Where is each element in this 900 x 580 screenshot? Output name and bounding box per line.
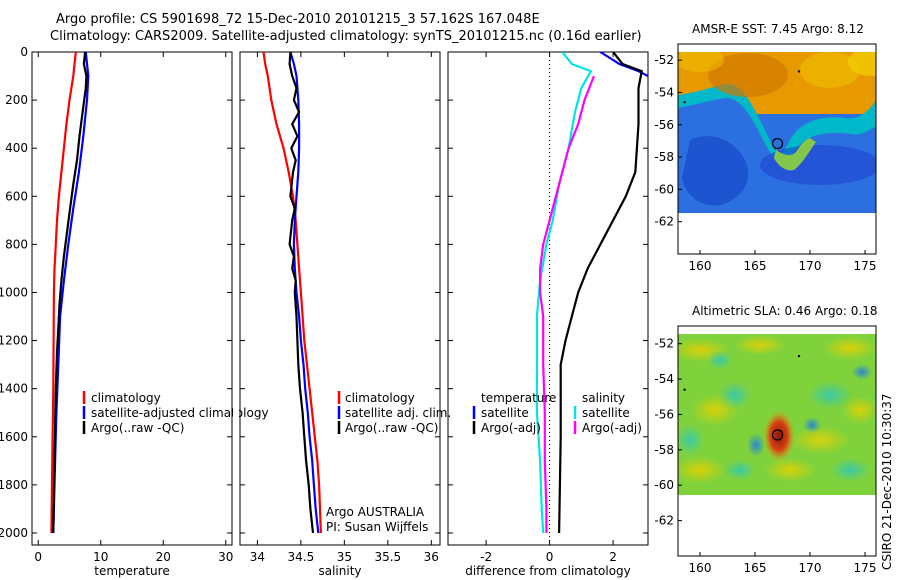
legend-label-sal-argo: Argo(-adj) xyxy=(582,421,642,435)
map-y-tick-label: -52 xyxy=(654,53,674,67)
x-tick-label: 36 xyxy=(424,550,439,564)
series-line-difference-1 xyxy=(558,52,643,534)
x-tick-label: 20 xyxy=(156,550,171,564)
salinity-axes xyxy=(239,51,441,546)
y-tick-label: 200 xyxy=(5,93,28,107)
map-x-tick-label: 160 xyxy=(689,561,712,575)
series-line-difference-0 xyxy=(599,52,648,77)
credit-timestamp: CSIRO 21-Dec-2010 10:30:37 xyxy=(880,393,894,570)
sla-profile-marker xyxy=(771,429,784,441)
x-axis-label: salinity xyxy=(318,564,361,578)
y-tick-label: 800 xyxy=(5,237,28,251)
legend-label-climatology: climatology xyxy=(345,391,415,405)
x-tick-label: -2 xyxy=(480,550,492,564)
x-tick-label: 34 xyxy=(250,550,265,564)
map-y-tick-label: -60 xyxy=(654,182,674,196)
map-x-tick-label: 175 xyxy=(854,561,877,575)
difference-axes xyxy=(447,51,649,546)
other-float-dot xyxy=(797,354,801,358)
map-x-tick-label: 175 xyxy=(854,259,877,273)
map-y-tick-label: -54 xyxy=(654,85,674,99)
y-tick-label: 1000 xyxy=(0,285,28,299)
map-y-tick-label: -60 xyxy=(654,478,674,492)
map-x-tick-label: 170 xyxy=(799,259,822,273)
x-tick-label: 0 xyxy=(546,550,554,564)
legend-heading-temperature: temperature xyxy=(481,391,556,405)
map-x-tick-label: 165 xyxy=(744,561,767,575)
map-y-tick-label: -58 xyxy=(654,443,674,457)
map-y-tick-label: -54 xyxy=(654,372,674,386)
legend-label-temp-satellite: satellite xyxy=(481,406,529,420)
sla-map-ticks: 160 165 170 175 -52 -54 -56 -58 -60 -62 xyxy=(654,337,876,575)
legend-label-satellite: satellite adj. clim. xyxy=(345,406,451,420)
map-y-tick-label: -58 xyxy=(654,150,674,164)
temperature-legend: climatology satellite-adjusted climatolo… xyxy=(82,391,269,435)
difference-legend: temperature satellite Argo(-adj) salinit… xyxy=(472,391,642,435)
series-line-salinity-2 xyxy=(288,52,315,534)
map-x-tick-label: 160 xyxy=(689,259,712,273)
legend-label-sal-satellite: satellite xyxy=(582,406,630,420)
y-tick-label: 1800 xyxy=(0,478,28,492)
x-tick-label: 2 xyxy=(609,550,617,564)
x-tick-label: 35.5 xyxy=(374,550,401,564)
temperature-plot: 0 10 20 30 0 200 400 600 800 1000 1200 1400 1600 1800… xyxy=(0,45,233,578)
float-annotation-pi: PI: Susan Wijffels xyxy=(326,520,428,534)
x-tick-label: 30 xyxy=(218,550,233,564)
map-x-tick-label: 165 xyxy=(744,259,767,273)
sla-map-axes xyxy=(677,325,877,557)
x-tick-label: 35 xyxy=(337,550,352,564)
map-x-tick-label: 170 xyxy=(799,561,822,575)
sst-map-axes xyxy=(677,43,877,255)
series-line-difference-2 xyxy=(535,52,593,534)
salinity-plot: 34 34.5 35 35.5 36 salinity xyxy=(240,51,440,578)
map-y-tick-label: -56 xyxy=(654,407,674,421)
other-float-dot xyxy=(683,388,686,391)
figure-title-line2: Climatology: CARS2009. Satellite-adjuste… xyxy=(50,29,642,44)
y-tick-label: 0 xyxy=(20,45,28,59)
x-tick-label: 0 xyxy=(34,550,42,564)
y-tick-label: 1200 xyxy=(0,334,28,348)
series-line-temperature-0 xyxy=(50,52,77,534)
sla-map-title: Altimetric SLA: 0.46 Argo: 0.18 xyxy=(692,304,877,318)
float-annotation-program: Argo AUSTRALIA xyxy=(326,505,425,519)
y-tick-label: 2000 xyxy=(0,526,28,540)
y-tick-label: 400 xyxy=(5,141,28,155)
temperature-axes xyxy=(31,51,233,546)
series-line-temperature-1 xyxy=(52,52,90,534)
map-y-tick-label: -62 xyxy=(654,514,674,528)
other-float-dot xyxy=(797,70,801,73)
map-y-tick-label: -56 xyxy=(654,118,674,132)
figure-title-line1: Argo profile: CS 5901698_72 15-Dec-2010 … xyxy=(56,12,540,27)
map-y-tick-label: -52 xyxy=(654,337,674,351)
x-axis-label: temperature xyxy=(94,564,169,578)
salinity-legend: climatology satellite adj. clim. Argo(..… xyxy=(337,391,451,435)
legend-label-climatology: climatology xyxy=(91,391,161,405)
sst-map-image xyxy=(678,52,876,213)
series-line-difference-3 xyxy=(538,75,596,533)
series-line-salinity-0 xyxy=(262,52,322,534)
sla-map-image xyxy=(678,334,876,495)
sst-profile-marker xyxy=(771,137,784,150)
x-axis-label: difference from climatology xyxy=(465,564,631,578)
legend-heading-salinity: salinity xyxy=(582,391,625,405)
y-tick-label: 1600 xyxy=(0,430,28,444)
x-tick-label: 34.5 xyxy=(288,550,315,564)
y-tick-label: 600 xyxy=(5,189,28,203)
legend-label-satellite: satellite-adjusted climatology xyxy=(91,406,269,420)
series-line-temperature-2 xyxy=(52,52,88,534)
y-tick-label: 1400 xyxy=(0,382,28,396)
legend-label-argo: Argo(..raw -QC) xyxy=(345,421,438,435)
legend-label-temp-argo: Argo(-adj) xyxy=(481,421,541,435)
x-tick-label: 10 xyxy=(93,550,108,564)
sst-map-title: AMSR-E SST: 7.45 Argo: 8.12 xyxy=(692,22,864,36)
legend-label-argo: Argo(..raw -QC) xyxy=(91,421,184,435)
other-float-dot xyxy=(683,100,686,104)
sst-map-ticks: 160 165 170 175 -52 -54 -56 -58 -60 -62 xyxy=(654,53,876,273)
map-y-tick-label: -62 xyxy=(654,215,674,229)
